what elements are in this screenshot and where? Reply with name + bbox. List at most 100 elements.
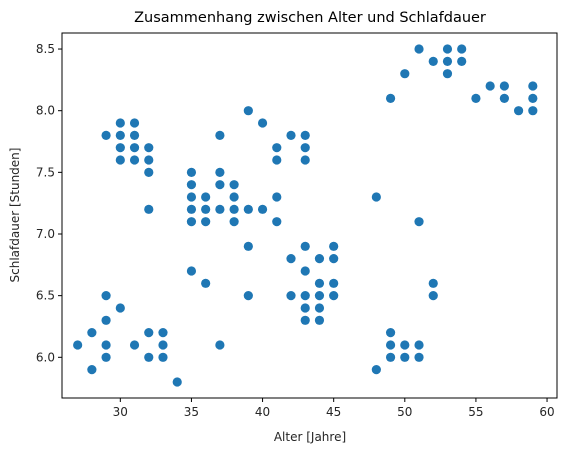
data-point [215, 180, 225, 190]
data-point [385, 93, 396, 103]
data-point [329, 291, 339, 301]
x-tick-label: 40 [255, 405, 270, 419]
data-point [457, 44, 467, 54]
data-point [314, 315, 325, 325]
y-tick-label: 7.5 [36, 165, 55, 179]
data-point [115, 130, 125, 140]
data-point [129, 143, 140, 153]
y-tick-label: 8.5 [36, 42, 55, 56]
data-point [215, 130, 225, 140]
data-point [272, 217, 282, 227]
data-point [201, 278, 211, 288]
data-point [115, 143, 125, 153]
data-point [414, 340, 424, 350]
data-point [499, 93, 509, 103]
data-point [300, 291, 310, 301]
data-point [300, 143, 310, 153]
y-axis-ticks: 6.0 6.5 7.0 7.5 8.0 8.5 [36, 42, 62, 364]
data-point [243, 106, 253, 116]
data-point [428, 56, 438, 66]
data-point [158, 340, 168, 350]
data-point [300, 241, 310, 251]
data-point [186, 266, 197, 276]
x-tick-label: 35 [184, 405, 199, 419]
data-point [87, 328, 97, 338]
data-point [442, 44, 453, 54]
data-point [186, 180, 197, 190]
data-point [428, 291, 438, 301]
data-point [115, 155, 125, 165]
data-point [144, 352, 154, 362]
data-point [101, 340, 111, 350]
data-point [186, 204, 197, 214]
data-point [513, 106, 524, 116]
data-point [201, 217, 211, 227]
data-point [144, 155, 154, 165]
data-point [73, 340, 83, 350]
x-tick-label: 60 [539, 405, 554, 419]
data-point [314, 291, 325, 301]
data-point [314, 303, 325, 313]
x-axis-label: Alter [Jahre] [274, 430, 346, 444]
data-point [229, 217, 239, 227]
data-point [314, 278, 325, 288]
data-point [400, 340, 410, 350]
data-point [215, 167, 225, 177]
data-point [101, 315, 111, 325]
data-point [300, 266, 310, 276]
data-point [457, 56, 467, 66]
data-point [87, 365, 97, 375]
data-point [101, 352, 111, 362]
data-point [101, 130, 111, 140]
data-point [314, 254, 325, 264]
data-point [385, 340, 396, 350]
data-point [371, 365, 381, 375]
data-point [257, 204, 268, 214]
data-point [215, 340, 225, 350]
data-point [144, 143, 154, 153]
data-point [101, 291, 111, 301]
chart-title: Zusammenhang zwischen Alter und Schlafda… [134, 10, 486, 26]
data-point [329, 254, 339, 264]
data-point [329, 278, 339, 288]
data-point [129, 118, 140, 128]
data-point [485, 81, 495, 91]
data-point [442, 56, 453, 66]
y-tick-label: 6.0 [36, 350, 55, 364]
data-point [158, 328, 168, 338]
data-point [186, 167, 197, 177]
data-point [528, 106, 538, 116]
data-point [144, 167, 154, 177]
x-tick-label: 45 [326, 405, 341, 419]
data-point [229, 192, 239, 202]
data-point [129, 155, 140, 165]
data-points [73, 44, 538, 387]
data-point [286, 291, 296, 301]
data-point [329, 241, 339, 251]
data-point [243, 204, 253, 214]
data-point [257, 118, 268, 128]
data-point [414, 44, 424, 54]
y-tick-label: 7.0 [36, 227, 55, 241]
data-point [300, 130, 310, 140]
data-point [229, 180, 239, 190]
data-point [371, 192, 381, 202]
data-point [272, 155, 282, 165]
x-axis-ticks: 30 35 40 45 50 55 60 [113, 398, 555, 419]
data-point [286, 254, 296, 264]
data-point [243, 291, 253, 301]
data-point [414, 352, 424, 362]
data-point [471, 93, 481, 103]
data-point [300, 315, 310, 325]
data-point [115, 303, 125, 313]
data-point [528, 81, 538, 91]
data-point [428, 278, 438, 288]
data-point [300, 303, 310, 313]
data-point [385, 328, 396, 338]
data-point [272, 143, 282, 153]
data-point [442, 69, 453, 79]
data-point [528, 93, 538, 103]
data-point [129, 340, 140, 350]
data-point [286, 130, 296, 140]
